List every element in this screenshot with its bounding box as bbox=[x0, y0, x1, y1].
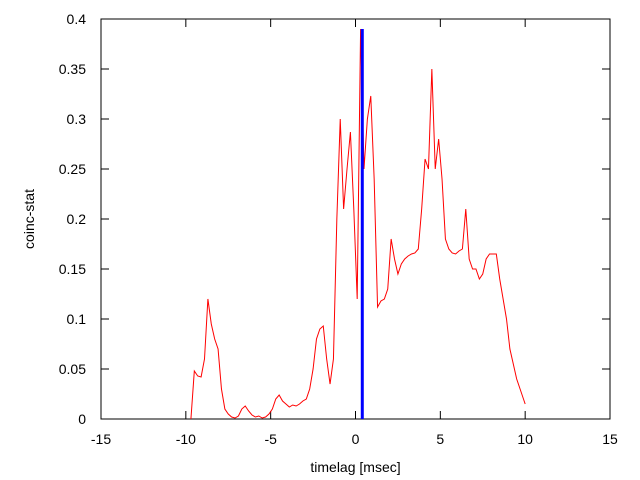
x-tick-label: -10 bbox=[176, 431, 196, 447]
y-tick-label: 0 bbox=[78, 411, 86, 427]
x-tick-label: -15 bbox=[91, 431, 111, 447]
x-tick-label: 0 bbox=[352, 431, 360, 447]
x-tick-label: -5 bbox=[264, 431, 277, 447]
y-tick-label: 0.4 bbox=[67, 11, 87, 27]
x-tick-label: 15 bbox=[602, 431, 618, 447]
plot-layer: -15 -10 -5 0 5 10 15 0 0.05 0.1 0.15 0.2 0.25 0.3 0.35… bbox=[21, 11, 618, 475]
x-tick-label: 5 bbox=[436, 431, 444, 447]
x-tick-label: 10 bbox=[517, 431, 533, 447]
y-tick-label: 0.05 bbox=[59, 361, 86, 377]
y-tick-label: 0.15 bbox=[59, 261, 86, 277]
y-axis-label: coinc-stat bbox=[21, 189, 37, 249]
series-line-0 bbox=[190, 28, 526, 420]
y-tick-label: 0.3 bbox=[67, 111, 87, 127]
y-tick-label: 0.35 bbox=[59, 61, 86, 77]
y-tick-label: 0.2 bbox=[67, 211, 87, 227]
y-tick-label: 0.25 bbox=[59, 161, 86, 177]
x-axis-label: timelag [msec] bbox=[310, 459, 400, 475]
y-tick-label: 0.1 bbox=[67, 311, 87, 327]
